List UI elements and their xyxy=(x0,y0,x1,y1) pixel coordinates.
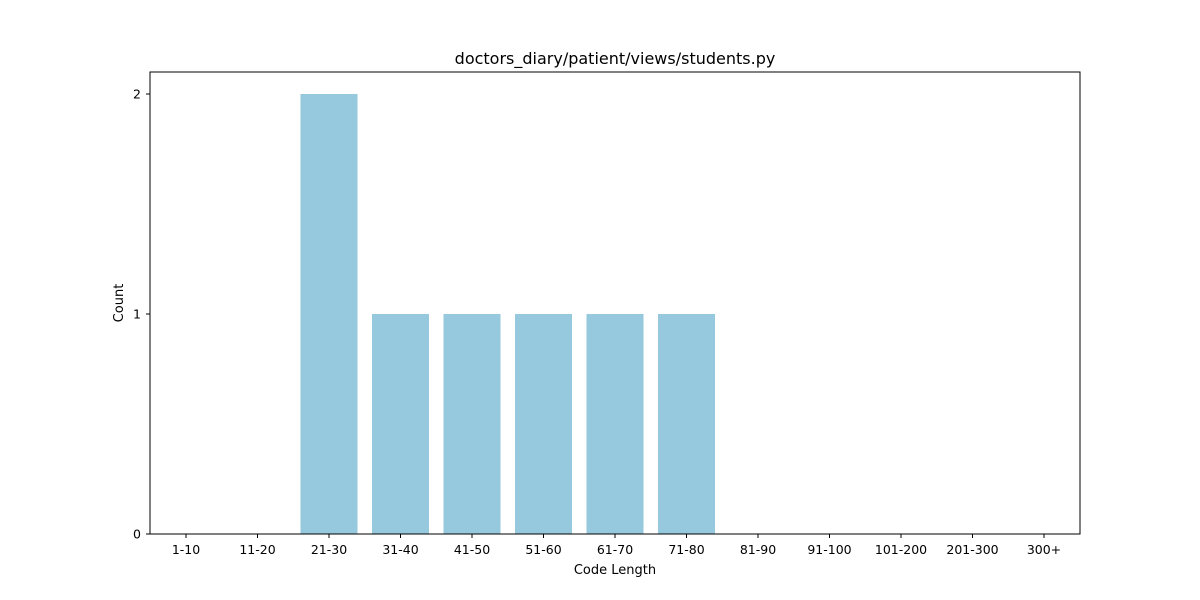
y-tick-label: 1 xyxy=(133,307,141,322)
bar-51-60 xyxy=(515,314,572,534)
x-tick-label: 41-50 xyxy=(454,542,490,557)
bars-group xyxy=(300,94,715,534)
x-axis-ticks: 1-10 11-20 21-30 31-40 41-50 51-60 61-70 71-80 8… xyxy=(172,534,1061,557)
bar-41-50 xyxy=(443,314,501,534)
x-tick-label: 21-30 xyxy=(311,542,347,557)
x-tick-label: 300+ xyxy=(1027,542,1061,557)
bar-31-40 xyxy=(372,314,429,534)
y-tick-label: 2 xyxy=(133,87,141,102)
x-tick-label: 61-70 xyxy=(597,542,633,557)
x-tick-label: 81-90 xyxy=(740,542,776,557)
x-tick-label: 11-20 xyxy=(239,542,275,557)
bar-21-30 xyxy=(300,94,358,534)
y-tick-label: 0 xyxy=(133,527,141,542)
x-tick-label: 91-100 xyxy=(807,542,851,557)
y-axis-ticks: 0 1 2 xyxy=(133,87,150,542)
x-tick-label: 31-40 xyxy=(382,542,418,557)
x-tick-label: 51-60 xyxy=(525,542,561,557)
x-tick-label: 201-300 xyxy=(946,542,998,557)
x-tick-label: 71-80 xyxy=(668,542,704,557)
bar-71-80 xyxy=(658,314,715,534)
bar-61-70 xyxy=(586,314,644,534)
plot-frame xyxy=(149,71,1081,535)
x-tick-label: 1-10 xyxy=(172,542,200,557)
chart-title: doctors_diary/patient/views/students.py xyxy=(455,49,776,69)
x-tick-label: 101-200 xyxy=(875,542,927,557)
x-axis-label: Code Length xyxy=(574,563,656,578)
y-axis-label: Count xyxy=(112,284,127,323)
